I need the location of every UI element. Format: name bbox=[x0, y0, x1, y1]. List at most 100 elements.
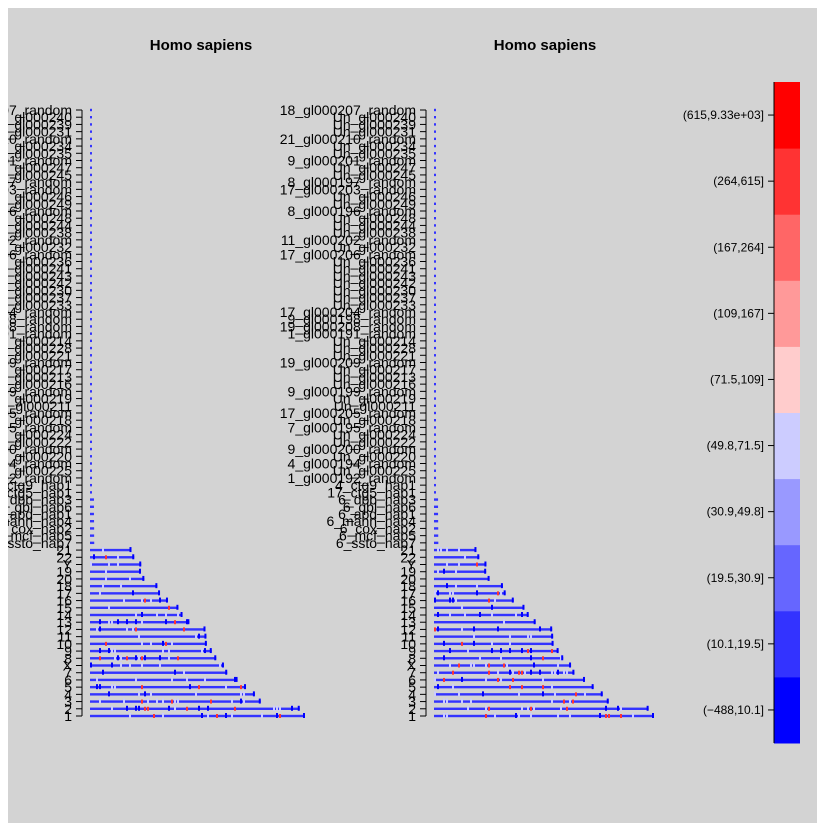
chromosome-bar bbox=[90, 498, 94, 501]
chromosome-bar bbox=[90, 476, 92, 480]
chromosome-bar bbox=[90, 619, 190, 625]
chromosome-label: Un_gl000230 bbox=[333, 282, 417, 298]
panel-left: Homo sapiens1234567X89101112131415161718… bbox=[0, 37, 305, 724]
chromosome-bar bbox=[434, 253, 436, 256]
chromosome-bar bbox=[434, 512, 439, 516]
chromosome-bar bbox=[434, 202, 436, 205]
chromosome-bar bbox=[434, 669, 575, 675]
chromosome-bar bbox=[90, 108, 92, 112]
chromosome-bar bbox=[90, 144, 92, 148]
chromosome-label: 2 bbox=[408, 701, 416, 717]
chromosome-label: Un_gl000221 bbox=[333, 347, 417, 363]
chromosome-label: 3 bbox=[408, 694, 416, 710]
chromosome-bar bbox=[90, 397, 92, 400]
chromosome-label: 4_ctg9_hap1 bbox=[0, 477, 72, 493]
chromosome-label: Un_gl000219 bbox=[0, 391, 72, 407]
chromosome-bar bbox=[434, 604, 525, 610]
chromosome-label: Un_gl000224 bbox=[333, 427, 417, 443]
chromosome-label: Un_gl000240 bbox=[0, 109, 72, 125]
chromosome-bar bbox=[90, 433, 92, 436]
chromosome-label: Un_gl000214 bbox=[333, 333, 417, 349]
legend-swatch bbox=[774, 610, 800, 678]
chromosome-bar bbox=[90, 640, 207, 646]
chromosome-bar bbox=[434, 375, 436, 379]
chromosome-label: 16 bbox=[56, 593, 72, 609]
chromosome-label: Un_gl000213 bbox=[333, 369, 417, 385]
chromosome-bar bbox=[90, 368, 92, 371]
chromosome-label: 5 bbox=[408, 679, 416, 695]
chromosome-bar bbox=[90, 626, 206, 632]
chromosome-label: X bbox=[63, 658, 73, 674]
chromosome-label: 20 bbox=[400, 571, 416, 587]
chromosome-label: Y bbox=[63, 557, 73, 573]
chromosome-label: Un_gl000221 bbox=[0, 347, 72, 363]
chromosome-label: 17_gl000203_random bbox=[280, 181, 416, 197]
legend-swatch bbox=[774, 280, 800, 347]
chromosome-label: Un_gl000233 bbox=[333, 297, 417, 313]
chromosome-label: Un_gl000222 bbox=[0, 434, 72, 450]
chromosome-label: Y bbox=[407, 557, 417, 573]
chromosome-bar bbox=[434, 224, 436, 227]
chromosome-bar bbox=[434, 296, 436, 299]
chromosome-label: 22 bbox=[400, 549, 416, 565]
chromosome-label: Un_gl000231 bbox=[0, 124, 72, 140]
chromosome-bar bbox=[90, 253, 92, 256]
chromosome-label: Un_gl000213 bbox=[0, 369, 72, 385]
chromosome-label: 6_mcf_hap5 bbox=[0, 528, 72, 544]
chromosome-label: Un_gl000247 bbox=[333, 160, 417, 176]
chromosome-label: 4_gl000194_random bbox=[0, 456, 72, 472]
chromosome-bar bbox=[434, 626, 553, 632]
chromosome-bar bbox=[90, 447, 92, 451]
chromosome-bar bbox=[90, 491, 92, 494]
chromosome-label: 16 bbox=[400, 593, 416, 609]
chromosome-label: 19_gl000208_random bbox=[280, 318, 416, 334]
chromosome-label: Un_gl000241 bbox=[0, 261, 72, 277]
chromosome-label: Un_gl000240 bbox=[333, 109, 417, 125]
chromosome-label: Un_gl000249 bbox=[333, 196, 417, 212]
chromosome-label: Un_gl000236 bbox=[333, 254, 417, 270]
chromosome-label: 19 bbox=[56, 564, 72, 580]
chromosome-label: 9 bbox=[64, 643, 72, 659]
chromosome-bar bbox=[90, 123, 92, 126]
chromosome-label: Un_gl000235 bbox=[333, 145, 417, 161]
chromosome-bar bbox=[434, 447, 436, 451]
chromosome-label: 11_gl000202_random bbox=[0, 232, 72, 248]
chromosome-bar bbox=[434, 108, 436, 112]
chromosome-label: 6_apd_hap1 bbox=[0, 506, 72, 522]
chromosome-bar bbox=[90, 173, 92, 177]
chromosome-bar bbox=[434, 547, 477, 553]
chromosome-bar bbox=[90, 568, 141, 574]
panel-title: Homo sapiens bbox=[150, 37, 253, 54]
chromosome-label: 17_gl000206_random bbox=[0, 246, 72, 262]
chromosome-label: Un_gl000244 bbox=[0, 217, 72, 233]
chromosome-bar bbox=[434, 303, 436, 306]
chromosome-bar bbox=[434, 180, 436, 184]
chromosome-bar bbox=[434, 260, 436, 263]
chromosome-label: 14 bbox=[56, 607, 72, 623]
legend-swatch bbox=[774, 82, 800, 149]
chromosome-bar bbox=[90, 195, 92, 198]
chromosome-bar bbox=[90, 662, 224, 668]
chromosome-bar bbox=[434, 648, 559, 654]
chromosome-bar bbox=[434, 289, 436, 292]
chromosome-bar bbox=[434, 520, 439, 523]
chromosome-bar bbox=[434, 684, 594, 690]
chromosome-label: Un_gl000243 bbox=[333, 268, 417, 284]
chromosome-label: Un_gl000238 bbox=[333, 225, 417, 241]
chromosome-bar bbox=[434, 633, 554, 639]
chromosome-label: 9_gl000199_random bbox=[288, 383, 416, 399]
chromosome-label: 7_gl000195_random bbox=[0, 419, 72, 435]
chromosome-label: Un_gl000234 bbox=[333, 138, 417, 154]
chromosome-bar bbox=[90, 612, 183, 617]
chromosome-bar bbox=[434, 159, 436, 162]
chromosome-label: 21_gl000210_random bbox=[0, 131, 72, 147]
chromosome-bar bbox=[434, 238, 436, 242]
chromosome-bar bbox=[90, 217, 92, 220]
chromosome-label: 6_mcf_hap5 bbox=[339, 528, 416, 544]
chromosome-bar bbox=[434, 332, 436, 335]
chromosome-label: 4_ctg9_hap1 bbox=[335, 477, 416, 493]
chromosome-bar bbox=[434, 404, 436, 407]
chromosome-bar bbox=[434, 440, 436, 444]
chromosome-label: Un_gl000247 bbox=[0, 160, 72, 176]
chromosome-label: 9_gl000199_random bbox=[0, 383, 72, 399]
